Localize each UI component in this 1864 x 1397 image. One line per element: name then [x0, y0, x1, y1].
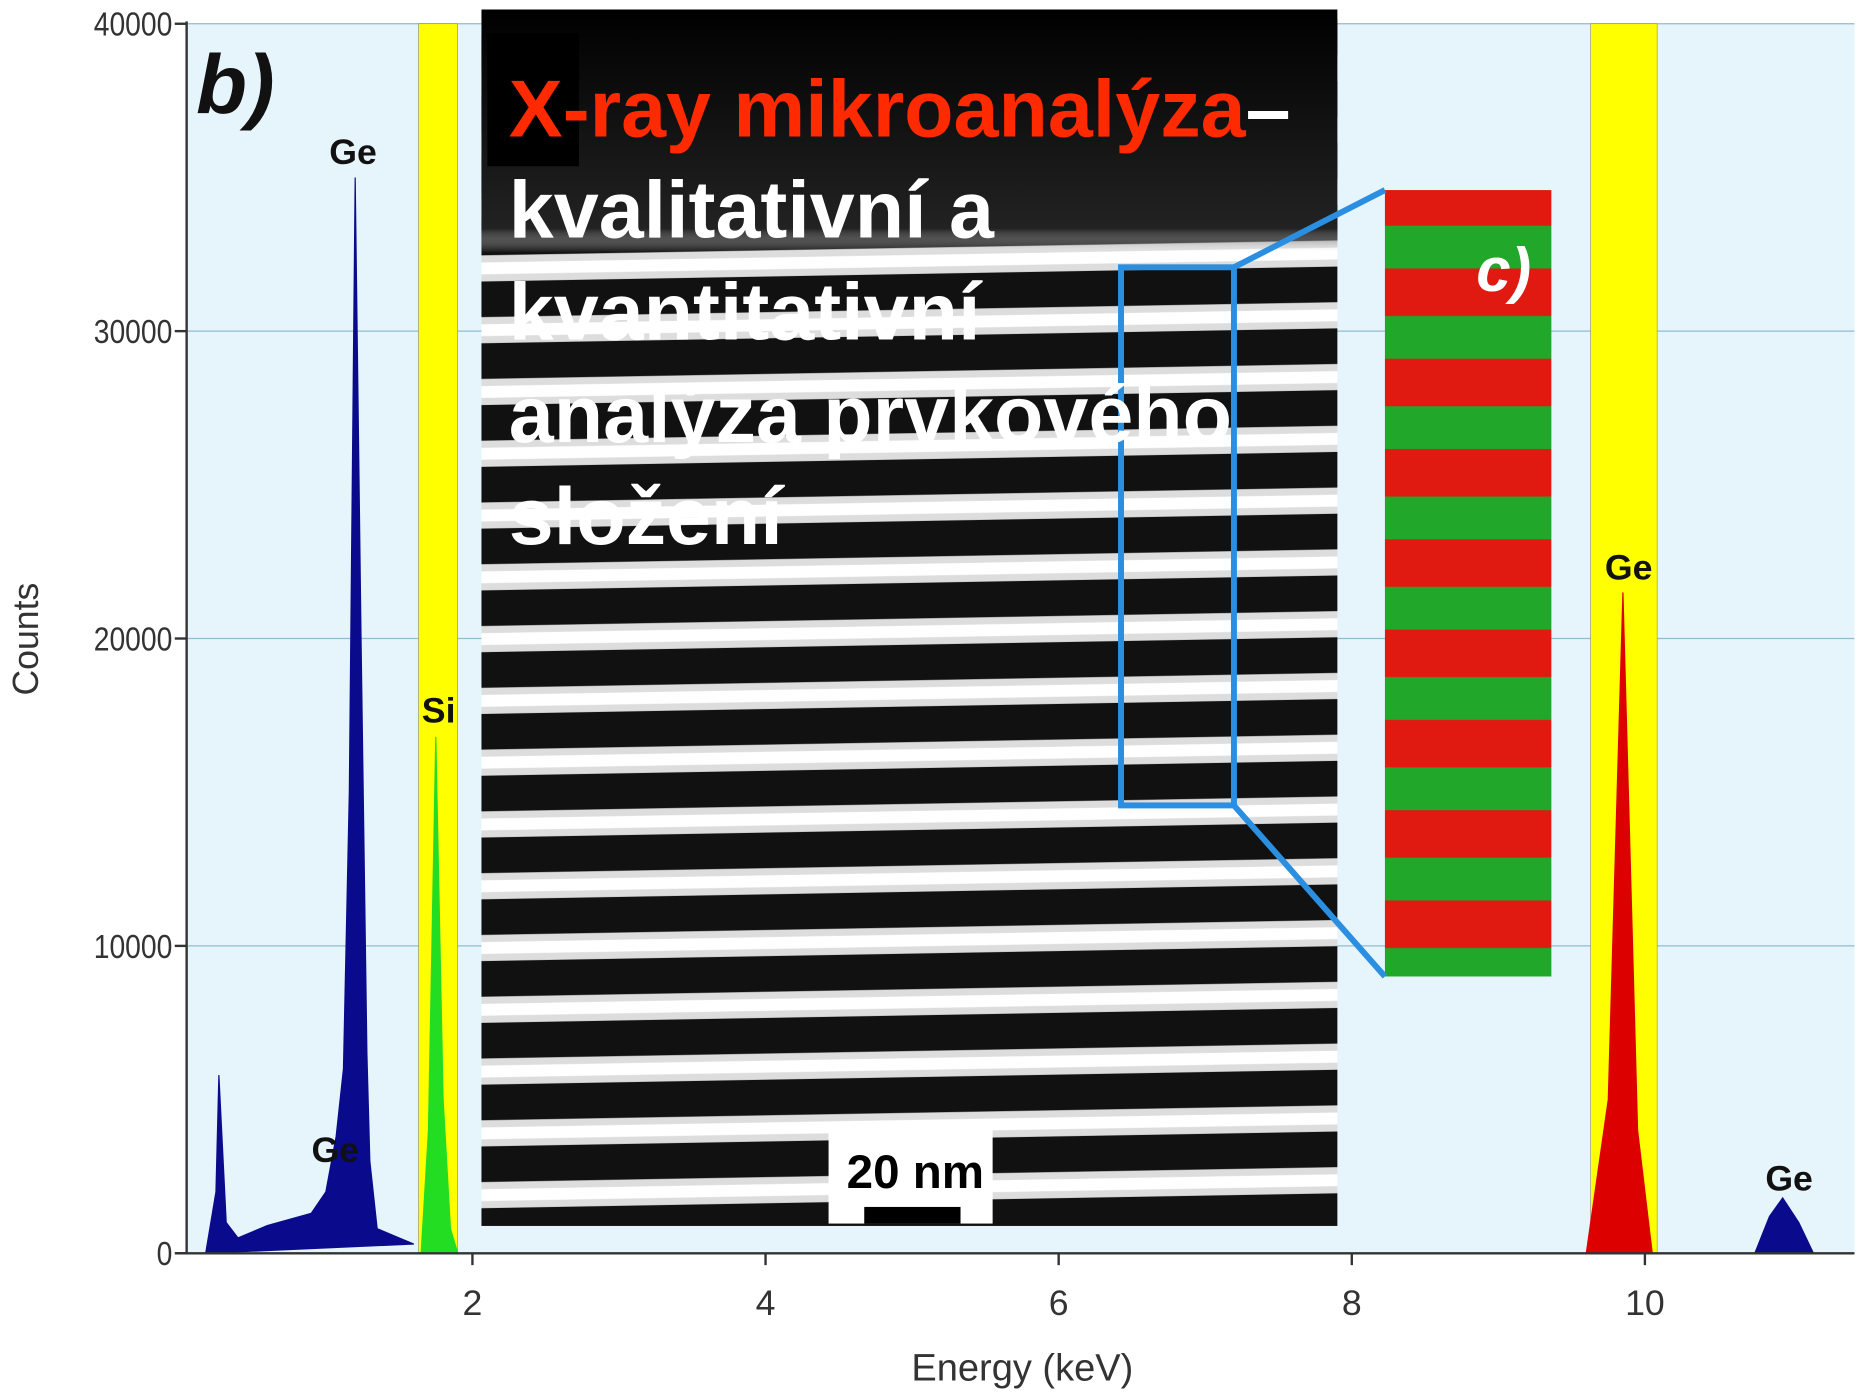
x-axis-label: Energy (keV) — [911, 1347, 1133, 1389]
annotation: Ge — [1605, 548, 1653, 588]
slide-line: složení — [509, 472, 786, 562]
y-tick-label: 30000 — [94, 313, 173, 351]
x-tick-label: 10 — [1625, 1283, 1665, 1323]
slide: 0 10000 20000 30000 40000 2 4 6 8 10 Energy (keV) C… — [0, 0, 1864, 1397]
x-tick-label: 8 — [1342, 1283, 1362, 1323]
scale-bar — [864, 1207, 960, 1224]
x-tick-label: 2 — [463, 1283, 483, 1323]
y-tick-label: 40000 — [94, 5, 173, 43]
y-tick-label: 10000 — [94, 928, 173, 966]
annotation: Ge — [329, 132, 377, 172]
heading-text: X-ray mikroanalýza — [509, 65, 1247, 155]
slide-line: kvantitativní — [509, 268, 983, 358]
slide-line: kvalitativní a — [509, 166, 995, 256]
annotation: 20 nm — [847, 1146, 984, 1199]
x-tick-label: 6 — [1049, 1283, 1069, 1323]
page: {"slide": {"heading": "X-ray mikroanalýz… — [0, 0, 1864, 1397]
y-axis-label: Counts — [6, 583, 46, 696]
annotation: Si — [422, 690, 456, 730]
x-tick-label: 4 — [756, 1283, 776, 1323]
annotation: b) — [196, 38, 275, 131]
annotation: Ge — [311, 1130, 359, 1170]
slide-line: analýza prvkového — [509, 370, 1232, 460]
slide-heading: X-ray mikroanalýza– — [509, 65, 1291, 155]
element-map — [1385, 190, 1551, 976]
annotation: Ge — [1765, 1158, 1813, 1198]
heading-dash: – — [1246, 65, 1291, 155]
annotation: c) — [1476, 236, 1531, 305]
y-tick-label: 0 — [157, 1235, 173, 1273]
y-tick-label: 20000 — [94, 620, 173, 658]
